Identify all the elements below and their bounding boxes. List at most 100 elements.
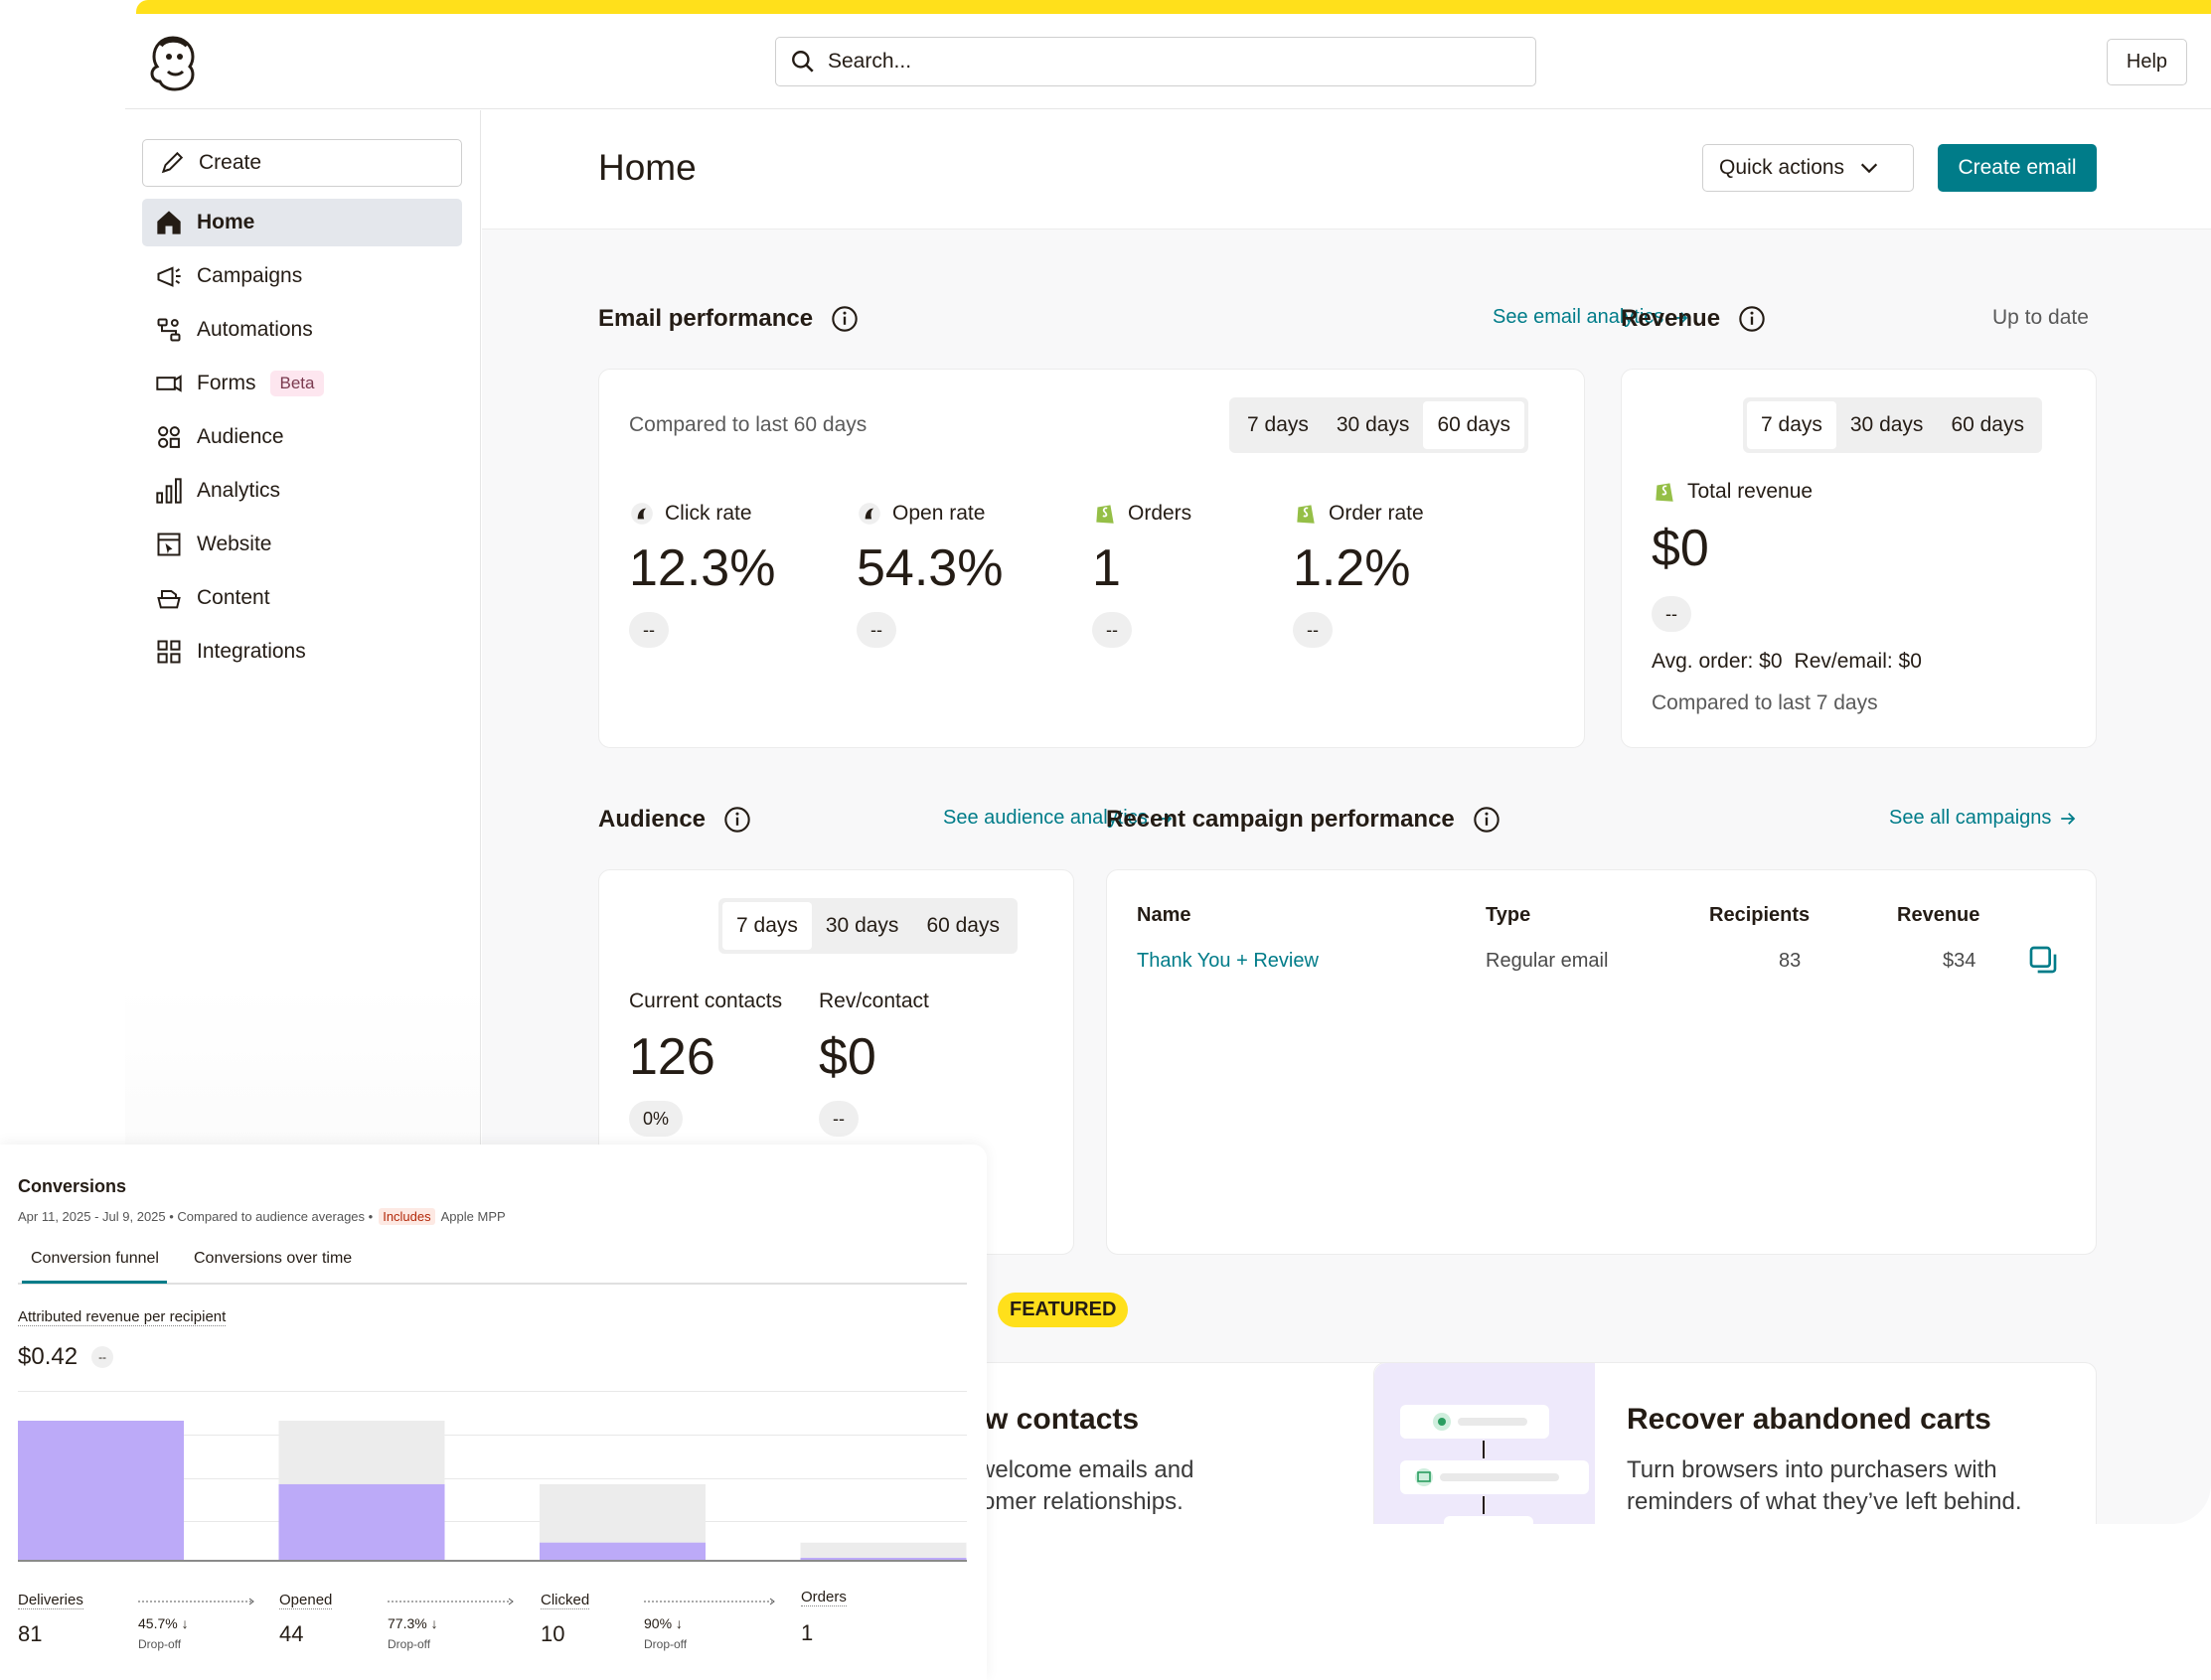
conversions-title: Conversions (18, 1176, 127, 1196)
create-button[interactable]: Create (142, 139, 462, 187)
range-30-days[interactable]: 30 days (1849, 413, 1924, 436)
tab-conversions-over-time[interactable]: Conversions over time (194, 1250, 353, 1267)
sidebar-item-label: Automations (197, 318, 313, 341)
recent-campaign-title: Recent campaign performance (1106, 806, 1455, 833)
sidebar-item-automations[interactable]: Automations (142, 306, 462, 354)
attributed-revenue-label[interactable]: Attributed revenue per recipient (18, 1308, 227, 1326)
avg-order: Avg. order: $0 (1652, 650, 1783, 673)
funnel-step-value: 81 (18, 1621, 43, 1646)
funnel-bar-clicked[interactable] (540, 1542, 706, 1560)
mailchimp-logo-icon[interactable] (143, 32, 203, 91)
info-icon[interactable] (723, 806, 751, 834)
quick-actions-dropdown[interactable]: Quick actions (1702, 144, 1914, 192)
sidebar-item-home[interactable]: Home (142, 199, 462, 246)
column-header-revenue: Revenue (1897, 904, 1980, 926)
see-audience-analytics-label: See audience analytics (943, 807, 1148, 829)
range-30-days[interactable]: 30 days (825, 914, 899, 937)
search-placeholder: Search... (828, 50, 912, 73)
help-button[interactable]: Help (2107, 39, 2187, 85)
metric-label: Rev/contact (819, 990, 929, 1012)
info-icon[interactable] (831, 305, 859, 333)
sidebar-item-analytics[interactable]: Analytics (142, 467, 462, 515)
sidebar-item-label: Analytics (197, 479, 281, 502)
sidebar-item-label: Integrations (197, 640, 306, 663)
search-icon (792, 51, 814, 73)
range-7-days[interactable]: 7 days (1247, 413, 1309, 436)
form-icon (156, 375, 182, 392)
attributed-revenue-delta: -- (91, 1346, 114, 1368)
funnel-step-label[interactable]: Deliveries (18, 1592, 83, 1609)
revenue-delta: -- (1652, 596, 1691, 632)
app-header: Search... Help (125, 14, 2211, 109)
range-60-days[interactable]: 60 days (1423, 401, 1524, 449)
metric-delta: -- (819, 1101, 859, 1137)
arrow-right-icon (1673, 311, 1688, 324)
sidebar-item-campaigns[interactable]: Campaigns (142, 252, 462, 300)
sidebar-item-label: Website (197, 533, 272, 555)
revenue-stats: Avg. order: $0 Rev/email: $0 (1652, 650, 1922, 674)
funnel-step-clicked: Clicked 10 (541, 1592, 590, 1647)
recent-campaign-heading: Recent campaign performance (1106, 806, 1500, 834)
rev-per-email: Rev/email: $0 (1794, 650, 1922, 673)
conversions-panel: Conversions Apr 11, 2025 - Jul 9, 2025 •… (0, 1145, 987, 1680)
sidebar-item-forms[interactable]: Forms Beta (142, 360, 462, 407)
bar-chart-icon (156, 478, 182, 504)
search-input[interactable]: Search... (775, 37, 1536, 86)
campaign-recipients: 83 (1779, 950, 1802, 972)
range-60-days[interactable]: 60 days (1951, 413, 2024, 436)
campaign-name-link[interactable]: Thank You + Review (1137, 950, 1319, 972)
gridline (18, 1391, 967, 1392)
info-icon[interactable] (1738, 305, 1766, 333)
see-audience-analytics-link[interactable]: See audience analytics (943, 807, 1174, 830)
metric-label: Current contacts (629, 990, 783, 1012)
sidebar-item-integrations[interactable]: Integrations (142, 628, 462, 676)
metric-orders: Orders 1 -- (1092, 501, 1191, 648)
duplicate-icon[interactable] (2027, 944, 2059, 976)
tab-conversion-funnel[interactable]: Conversion funnel (31, 1250, 159, 1267)
range-30-days[interactable]: 30 days (1336, 413, 1410, 436)
mailchimp-icon (631, 503, 653, 525)
dropoff-pct: 77.3% (388, 1615, 427, 1631)
metric-value: 126 (629, 1028, 715, 1086)
mailchimp-icon (859, 503, 880, 525)
funnel-step-label[interactable]: Orders (801, 1589, 847, 1606)
revenue-status: Up to date (1992, 306, 2089, 329)
see-email-analytics-link[interactable]: See email analytics (1493, 306, 1689, 329)
sidebar-item-website[interactable]: Website (142, 521, 462, 568)
shopify-icon (1297, 505, 1315, 524)
funnel-step-label[interactable]: Opened (279, 1592, 333, 1609)
sidebar-item-label: Campaigns (197, 264, 303, 287)
funnel-bar-orders[interactable] (800, 1558, 967, 1560)
dropoff-3: 90% ↓ Drop-off (644, 1594, 778, 1651)
create-email-button[interactable]: Create email (1938, 144, 2097, 192)
featured-card-line2: ustomer relationships. (950, 1488, 1184, 1515)
metric-label: Orders (1128, 502, 1192, 525)
revenue-compared: Compared to last 7 days (1652, 691, 1878, 714)
arrow-right-icon (2061, 812, 2076, 825)
funnel-step-value: 10 (541, 1621, 565, 1646)
dotted-arrow-icon (388, 1598, 514, 1605)
sidebar-item-audience[interactable]: Audience (142, 413, 462, 461)
info-icon[interactable] (1473, 806, 1500, 834)
funnel-step-label[interactable]: Clicked (541, 1592, 590, 1609)
featured-card-abandoned-carts[interactable]: Recover abandoned carts Turn browsers in… (1373, 1362, 2097, 1524)
content-icon (157, 590, 181, 609)
range-60-days[interactable]: 60 days (926, 914, 1000, 937)
revenue-card: 7 days 30 days 60 days Total revenue $0 … (1621, 369, 2097, 748)
range-7-days[interactable]: 7 days (722, 902, 812, 950)
see-all-campaigns-link[interactable]: See all campaigns (1889, 807, 2077, 830)
sidebar-item-content[interactable]: Content (142, 574, 462, 622)
email-range-toggle: 7 days 30 days 60 days (1229, 397, 1528, 453)
funnel-step-value: 1 (801, 1620, 814, 1645)
funnel-bar-opened[interactable] (278, 1483, 445, 1560)
beta-badge: Beta (269, 371, 325, 396)
metric-value: $0 (819, 1028, 876, 1086)
dotted-arrow-icon (644, 1598, 775, 1605)
featured-card-line1: ur welcome emails and (950, 1456, 1194, 1483)
funnel-bar-deliveries[interactable] (18, 1421, 184, 1560)
attributed-revenue-value: $0.42 (18, 1343, 79, 1370)
campaign-revenue: $34 (1943, 950, 1976, 972)
funnel-step-orders: Orders 1 (801, 1589, 847, 1646)
range-7-days[interactable]: 7 days (1747, 401, 1836, 449)
metric-value: 12.3% (629, 539, 776, 597)
